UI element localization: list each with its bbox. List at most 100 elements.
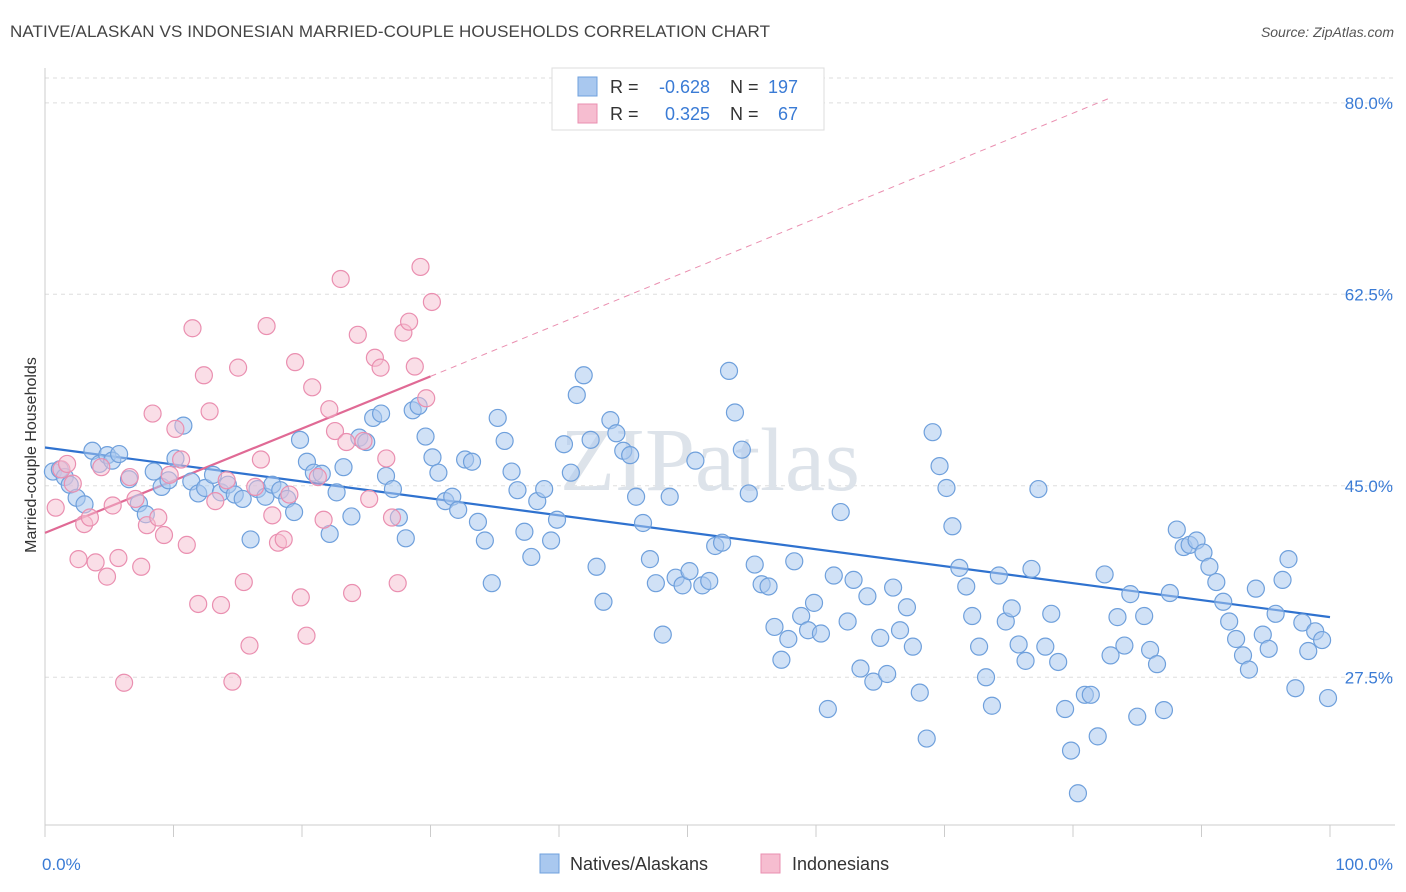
native-point [725,403,745,422]
axes [44,68,1395,837]
native-point [732,440,751,459]
native-point [482,574,501,593]
native-point [1016,651,1035,670]
y-tick-label-3: 80.0% [1345,94,1393,113]
native-point [327,483,346,502]
native-point [864,672,883,691]
native-point [804,593,824,612]
legend-n-label-1: N = [730,77,759,97]
indonesian-point [103,496,122,515]
native-point [680,562,699,581]
indonesian-point [371,358,390,377]
native-point [535,479,554,499]
native-point [831,502,850,522]
native-point [838,612,857,631]
native-point [515,522,534,541]
native-point [1200,557,1219,576]
native-point [700,571,719,591]
native-point [416,427,435,446]
native-point [957,577,976,596]
native-point [587,557,606,576]
indonesian-point [172,450,191,469]
indonesian-point [240,636,259,655]
native-point [917,729,936,748]
legend-n-value-2: 67 [778,104,798,124]
indonesian-trend-extension [430,96,1112,377]
indonesian-point [348,325,367,344]
native-point [930,457,949,476]
indonesian-point [297,626,316,645]
indonesian-point [286,353,305,372]
indonesian-point [314,510,333,529]
native-point [1101,646,1120,665]
indonesian-point [206,492,225,511]
native-point [858,587,877,606]
native-point [508,481,527,500]
indonesian-point [280,485,299,504]
indonesian-point [46,498,65,517]
native-point [475,531,494,550]
native-point [969,637,989,656]
native-point [1207,572,1226,592]
native-point [1259,639,1278,658]
native-point [1055,699,1075,719]
indonesian-point [69,550,88,569]
native-point [1279,550,1298,569]
indonesian-point [86,553,105,572]
indonesian-point [422,292,441,312]
indonesian-point [360,489,379,509]
native-point [1214,592,1233,611]
native-point [1002,599,1021,618]
native-point [1312,630,1332,650]
bottom-legend-label-natives: Natives/Alaskans [570,854,708,874]
native-point [396,529,415,548]
native-point [449,500,468,519]
native-point [488,408,507,428]
indonesian-point [331,269,350,289]
indonesian-point [160,465,179,484]
indonesian-point [291,588,310,607]
indonesian-point [251,450,270,469]
legend-r-value-1: -0.628 [659,77,710,97]
native-point [1088,727,1107,746]
native-point [851,659,870,678]
native-point [574,366,593,385]
chart-source: Source: ZipAtlas.com [1260,24,1394,40]
indonesian-point [217,471,236,490]
native-point [903,637,922,656]
indonesian-point [246,477,265,496]
native-point [739,484,758,503]
native-point [462,452,482,471]
indonesian-point [143,404,162,423]
x-tick-label-0: 0.0% [42,855,81,874]
indonesian-point [382,508,402,527]
indonesian-point [166,419,185,438]
bottom-legend-label-indonesians: Indonesians [792,854,889,874]
native-point [581,430,600,449]
native-point [290,430,310,449]
native-point [1160,583,1179,603]
native-point [144,462,163,481]
indonesian-point [109,548,128,568]
native-point [719,361,739,381]
native-point [547,510,567,529]
indonesian-point [97,567,117,586]
indonesian-point [274,530,293,549]
native-point [976,668,996,687]
indonesian-point [405,357,424,376]
indonesian-point [200,402,219,421]
tick-labels: 27.5% 45.0% 62.5% 80.0% 0.0% 100.0% [42,94,1393,874]
native-point [745,555,764,574]
indonesian-point [325,421,345,441]
native-point [878,664,897,684]
native-point [1068,784,1088,803]
trend-lines [44,96,1331,619]
native-point [541,531,561,550]
native-point [626,487,646,506]
bottom-legend-swatch-blue [539,853,560,874]
native-point [502,462,521,481]
native-point [897,598,917,617]
native-point [890,621,910,640]
native-point [950,558,969,577]
indonesian-point [229,358,248,377]
